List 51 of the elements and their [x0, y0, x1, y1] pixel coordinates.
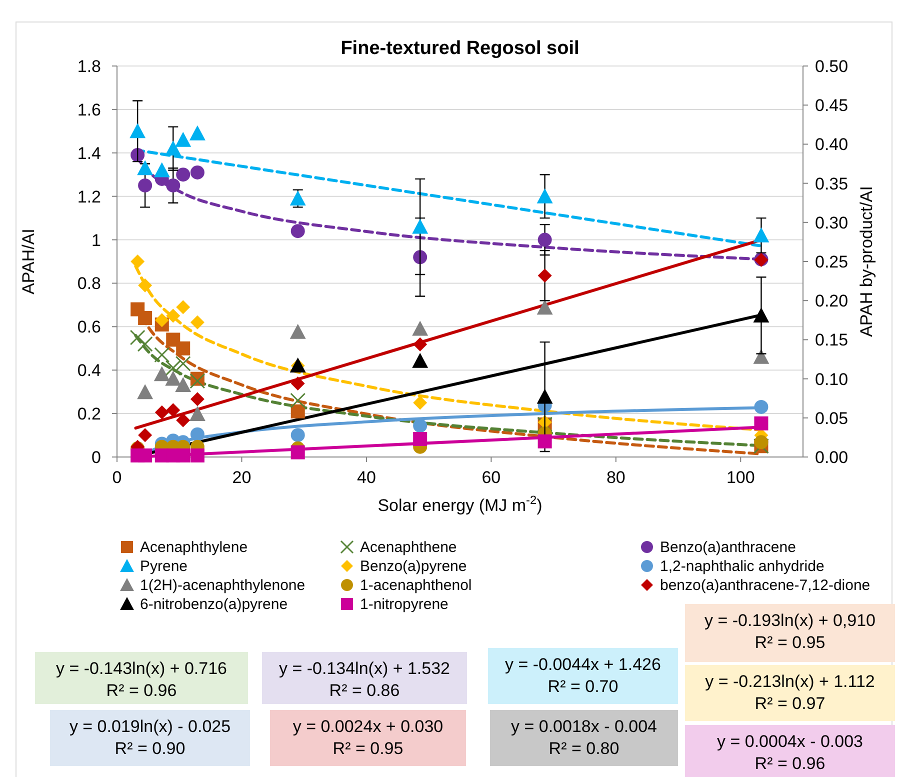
x-tick-label: 0 — [112, 468, 122, 487]
y2-tick-label: 0.10 — [815, 370, 848, 389]
y-tick-label: 0.2 — [77, 404, 101, 424]
y2-tick-label: 0.20 — [815, 292, 848, 311]
y2-tick-label: 0.25 — [815, 252, 848, 272]
x-tick-label: 80 — [606, 468, 626, 487]
legend-label: 6-nitrobenzo(a)pyrene — [140, 596, 288, 613]
x-tick-label: 20 — [232, 468, 252, 487]
y2-tick-label: 0.15 — [815, 330, 848, 350]
x-tick-label: 60 — [482, 468, 501, 487]
legend-label: Acenaphthene — [360, 539, 457, 556]
chart-title: Fine-textured Regosol soil — [340, 38, 580, 59]
text: y = -0.143ln(x) + 0.716 R² = 0.96 — [56, 659, 228, 700]
y-tick-label: 1.2 — [77, 187, 101, 206]
y-tick-label: 1.4 — [77, 144, 101, 163]
x-axis-title: Solar energy (MJ m$^{-2}$) — [378, 493, 542, 515]
text: y = -0.193ln(x) + 0,910 R² = 0.95 — [704, 611, 876, 652]
legend-label: 1-nitropyrene — [360, 596, 448, 613]
y2-tick-label: 0.50 — [815, 57, 848, 76]
text: y = 0.0018x - 0.004 R² = 0.80 — [510, 717, 658, 758]
y-axis-title: APAH/AI — [19, 228, 38, 294]
legend-label: Benzo(a)pyrene — [360, 558, 467, 575]
text: y = -0.0044x + 1.426 R² = 0.70 — [505, 655, 661, 696]
text: y = 0.019ln(x) - 0.025 R² = 0.90 — [69, 717, 231, 758]
y-tick-label: 1.8 — [77, 57, 101, 76]
y2-tick-label: 0.30 — [815, 213, 848, 232]
x-tick-label: 100 — [726, 468, 755, 487]
y-tick-label: 0.8 — [77, 274, 101, 294]
legend-label: 1,2-naphthalic anhydride — [660, 558, 824, 575]
y-tick-label: 0 — [92, 448, 101, 467]
y2-tick-label: 0.00 — [815, 448, 848, 467]
y-tick-label: 0.6 — [77, 318, 101, 337]
text: y = 0.0024x + 0.030 R² = 0.95 — [292, 717, 444, 758]
y-tick-label: 1 — [92, 230, 101, 250]
legend-label: benzo(a)anthracene-7,12-dione — [660, 577, 870, 594]
y-tick-label: 0.4 — [77, 361, 101, 380]
text: y = -0.134ln(x) + 1.532 R² = 0.86 — [278, 659, 450, 700]
legend-label: 1(2H)-acenaphthylenone — [140, 577, 306, 594]
x-tick-label: 40 — [356, 468, 376, 487]
y2-tick-label: 0.40 — [815, 135, 848, 154]
legend-label: 1-acenaphthenol — [360, 577, 472, 594]
y-tick-label: 1.6 — [77, 100, 101, 120]
y2-axis-title: APAH by-product/AI — [857, 186, 876, 337]
legend-label: Pyrene — [140, 558, 188, 575]
y2-tick-label: 0.05 — [815, 408, 848, 428]
text: y = -0.213ln(x) + 1.112 R² = 0.97 — [705, 672, 875, 713]
legend-label: Acenaphthylene — [140, 539, 248, 556]
text: y = 0.0004x - 0.003 R² = 0.96 — [716, 732, 864, 773]
legend-label: Benzo(a)anthracene — [660, 539, 796, 556]
y2-tick-label: 0.35 — [815, 174, 848, 194]
y2-tick-label: 0.45 — [815, 96, 848, 116]
